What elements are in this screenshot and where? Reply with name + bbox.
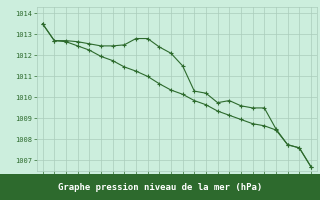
Text: Graphe pression niveau de la mer (hPa): Graphe pression niveau de la mer (hPa) (58, 182, 262, 192)
